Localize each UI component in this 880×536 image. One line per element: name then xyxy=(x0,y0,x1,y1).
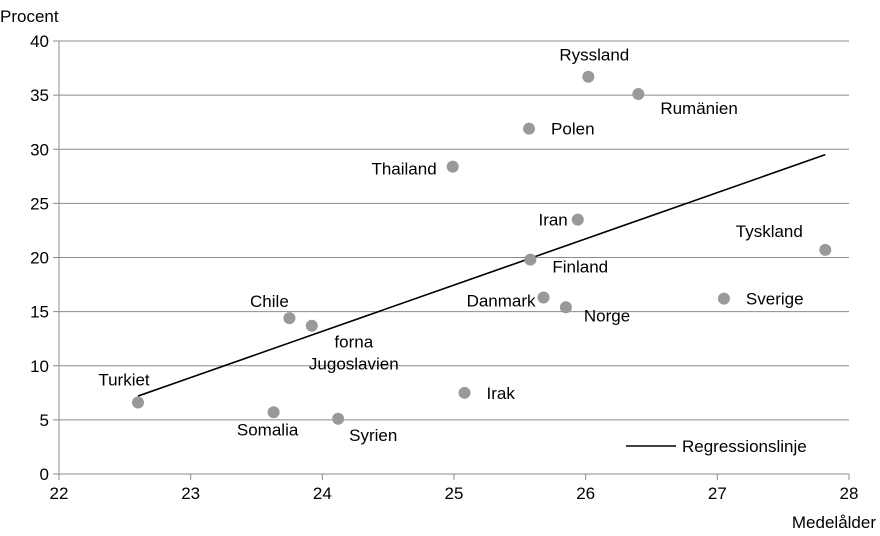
x-tick-labels: 22 23 24 25 26 27 28 xyxy=(50,484,859,503)
data-point xyxy=(717,292,730,305)
data-point xyxy=(458,386,471,399)
point-label: Somalia xyxy=(237,420,299,439)
legend: Regressionslinje xyxy=(626,437,807,456)
data-point xyxy=(446,160,459,173)
point-label: Tyskland xyxy=(736,222,803,241)
point-label: Chile xyxy=(250,292,289,311)
x-tick-label: 24 xyxy=(313,484,332,503)
data-point xyxy=(305,319,318,332)
y-tick-label: 5 xyxy=(40,411,49,430)
x-tick-label: 28 xyxy=(840,484,859,503)
gridlines xyxy=(53,40,850,480)
y-tick-label: 25 xyxy=(30,194,49,213)
point-label: Norge xyxy=(584,306,630,325)
point-labels: Ryssland Rumänien Polen Thailand Iran Tysklan… xyxy=(98,46,803,445)
y-tick-label: 40 xyxy=(30,32,49,51)
y-tick-label: 35 xyxy=(30,86,49,105)
data-point xyxy=(132,396,144,409)
x-axis-title: Medelålder xyxy=(792,513,876,532)
point-label: Danmark xyxy=(467,292,536,311)
data-point xyxy=(537,291,550,304)
data-point xyxy=(523,122,536,135)
data-point xyxy=(332,412,345,425)
y-tick-labels: 0 5 10 15 20 25 30 35 40 xyxy=(30,32,49,484)
data-point xyxy=(524,253,537,266)
point-label: Sverige xyxy=(746,290,804,309)
point-label: Syrien xyxy=(349,426,397,445)
data-point xyxy=(559,301,572,314)
x-tick-label: 22 xyxy=(50,484,69,503)
point-label: forna Jugoslavien xyxy=(309,333,399,374)
data-point xyxy=(571,213,584,226)
point-label: Polen xyxy=(551,120,594,139)
point-label: Rumänien xyxy=(660,99,738,118)
x-tick-label: 25 xyxy=(445,484,464,503)
point-label: Turkiet xyxy=(98,371,150,390)
y-tick-label: 30 xyxy=(30,140,49,159)
point-label: Iran xyxy=(538,211,567,230)
x-tick-label: 26 xyxy=(576,484,595,503)
point-label: Irak xyxy=(487,384,516,403)
x-tick-label: 27 xyxy=(708,484,727,503)
data-points xyxy=(132,70,832,425)
y-tick-label: 0 xyxy=(40,465,49,484)
point-label: Ryssland xyxy=(559,46,629,65)
x-tick-label: 23 xyxy=(181,484,200,503)
data-point xyxy=(283,312,296,325)
regression-line xyxy=(137,153,826,397)
y-tick-label: 10 xyxy=(30,357,49,376)
point-label: Finland xyxy=(552,258,608,277)
data-point xyxy=(267,406,280,419)
y-tick-label: 15 xyxy=(30,303,49,322)
legend-label: Regressionslinje xyxy=(682,437,807,456)
data-point xyxy=(632,88,645,101)
y-axis-title: Procent xyxy=(0,7,59,26)
data-point xyxy=(819,243,832,256)
data-point xyxy=(582,70,595,83)
point-label: Thailand xyxy=(371,160,436,179)
y-tick-label: 20 xyxy=(30,249,49,268)
